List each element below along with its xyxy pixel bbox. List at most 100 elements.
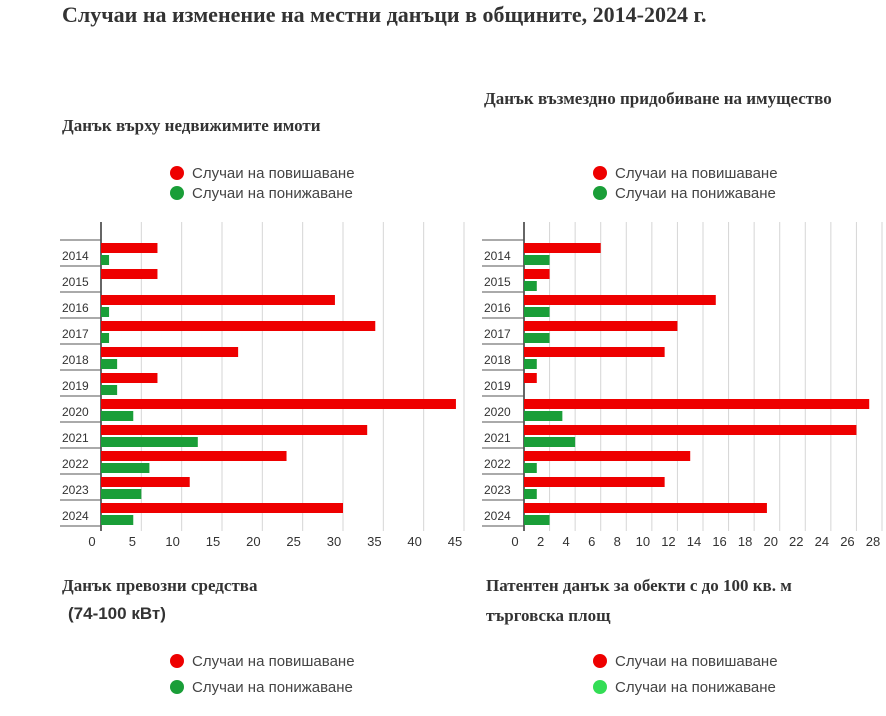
- bar-increase: [101, 243, 158, 253]
- legend-item-decrease: Случаи на понижаване: [593, 674, 778, 700]
- x-tick-label: 5: [129, 534, 136, 549]
- y-tick-label: 2017: [62, 327, 89, 341]
- bar-decrease: [524, 489, 537, 499]
- x-tick-label: 2: [537, 534, 544, 549]
- bar-decrease: [101, 411, 134, 421]
- chart-4-legend: Случаи на повишаване Случаи на понижаван…: [593, 648, 778, 700]
- y-tick-label: 2021: [484, 431, 511, 445]
- chart-2-legend: Случаи на повишаване Случаи на понижаван…: [593, 163, 778, 203]
- bar-decrease: [101, 515, 134, 525]
- x-tick-label: 26: [840, 534, 854, 549]
- bar-increase: [101, 347, 239, 357]
- bar-decrease: [101, 463, 150, 473]
- x-tick-label: 16: [712, 534, 726, 549]
- bar-decrease: [101, 255, 110, 265]
- decrease-dot-icon: [170, 186, 184, 200]
- bar-increase: [524, 295, 716, 305]
- x-tick-label: 15: [206, 534, 220, 549]
- decrease-light-dot-icon: [593, 680, 607, 694]
- chart-3-legend: Случаи на повишаване Случаи на понижаван…: [170, 648, 355, 700]
- x-tick-label: 10: [636, 534, 650, 549]
- bar-decrease: [101, 307, 110, 317]
- chart-4-subtitle: търговска площ: [486, 606, 611, 625]
- chart-1-title: Данък върху недвижимите имоти: [62, 116, 321, 135]
- bar-decrease: [524, 307, 550, 317]
- legend-label-increase: Случаи на повишаване: [192, 652, 355, 670]
- y-tick-label: 2015: [484, 275, 511, 289]
- y-tick-label: 2016: [62, 301, 89, 315]
- y-tick-label: 2018: [484, 353, 511, 367]
- x-tick-label: 35: [367, 534, 381, 549]
- bar-increase: [101, 321, 376, 331]
- bar-increase: [524, 399, 870, 409]
- bar-decrease: [524, 333, 550, 343]
- y-tick-label: 2019: [62, 379, 89, 393]
- bar-increase: [101, 451, 287, 461]
- x-tick-label: 25: [286, 534, 300, 549]
- chart-1-legend: Случаи на повишаване Случаи на понижаван…: [170, 163, 355, 203]
- bar-increase: [524, 373, 537, 383]
- x-tick-label: 0: [511, 534, 518, 549]
- x-tick-label: 0: [88, 534, 95, 549]
- y-tick-label: 2017: [484, 327, 511, 341]
- bar-increase: [101, 425, 368, 435]
- legend-label-decrease: Случаи на понижаване: [192, 678, 353, 696]
- x-tick-label: 28: [866, 534, 880, 549]
- y-tick-label: 2016: [484, 301, 511, 315]
- x-tick-label: 10: [165, 534, 179, 549]
- x-tick-label: 18: [738, 534, 752, 549]
- chart-4-title: Патентен данък за обекти с до 100 кв. м: [486, 576, 792, 595]
- y-tick-label: 2014: [484, 249, 511, 263]
- legend-label-decrease: Случаи на понижаване: [615, 184, 776, 202]
- decrease-dot-icon: [170, 680, 184, 694]
- x-tick-label: 30: [327, 534, 341, 549]
- x-tick-label: 20: [763, 534, 777, 549]
- x-tick-label: 8: [614, 534, 621, 549]
- bar-increase: [524, 347, 665, 357]
- y-tick-label: 2019: [484, 379, 511, 393]
- bar-decrease: [524, 515, 550, 525]
- bar-increase: [101, 503, 343, 513]
- increase-dot-icon: [170, 166, 184, 180]
- legend-item-decrease: Случаи на понижаване: [593, 183, 778, 203]
- legend-item-increase: Случаи на повишаване: [593, 163, 778, 183]
- bar-decrease: [524, 255, 550, 265]
- bar-increase: [524, 269, 550, 279]
- y-tick-label: 2022: [484, 457, 511, 471]
- legend-label-increase: Случаи на повишаване: [615, 652, 778, 670]
- y-tick-label: 2015: [62, 275, 89, 289]
- bar-increase: [101, 269, 158, 279]
- bar-decrease: [524, 437, 576, 447]
- y-tick-label: 2023: [62, 483, 89, 497]
- bar-increase: [101, 399, 456, 409]
- bar-decrease: [101, 359, 118, 369]
- y-tick-label: 2020: [484, 405, 511, 419]
- bar-decrease: [524, 281, 537, 291]
- legend-label-increase: Случаи на повишаване: [615, 164, 778, 182]
- bar-decrease: [524, 411, 563, 421]
- decrease-dot-icon: [593, 186, 607, 200]
- x-tick-label: 20: [246, 534, 260, 549]
- increase-dot-icon: [593, 166, 607, 180]
- page-title: Случаи на изменение на местни данъци в о…: [62, 2, 707, 27]
- x-tick-label: 4: [563, 534, 570, 549]
- bar-decrease: [101, 437, 198, 447]
- y-tick-label: 2018: [62, 353, 89, 367]
- increase-dot-icon: [170, 654, 184, 668]
- bar-increase: [101, 295, 335, 305]
- x-tick-label: 40: [407, 534, 421, 549]
- bar-decrease: [101, 385, 118, 395]
- x-tick-label: 24: [815, 534, 829, 549]
- x-tick-label: 14: [687, 534, 701, 549]
- bar-decrease: [101, 489, 142, 499]
- chart-3-title: Данък превозни средства: [62, 576, 258, 595]
- bar-increase: [524, 321, 678, 331]
- y-tick-label: 2024: [62, 509, 89, 523]
- bar-increase: [524, 425, 857, 435]
- increase-dot-icon: [593, 654, 607, 668]
- y-tick-label: 2022: [62, 457, 89, 471]
- bar-increase: [101, 373, 158, 383]
- legend-label-decrease: Случаи на понижаване: [192, 184, 353, 202]
- x-tick-label: 22: [789, 534, 803, 549]
